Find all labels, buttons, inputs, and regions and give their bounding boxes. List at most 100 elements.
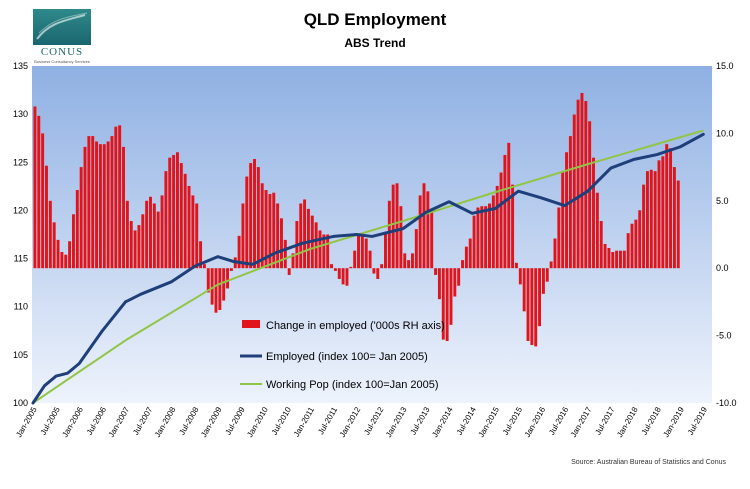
bar	[291, 253, 295, 269]
bar	[191, 195, 195, 269]
bar	[557, 207, 561, 269]
bar	[418, 195, 422, 269]
x-tick-label: Jul-2005	[39, 405, 62, 437]
bar	[653, 171, 657, 269]
logo-word: CONUS	[40, 46, 84, 58]
bar	[649, 169, 653, 269]
bar	[495, 185, 499, 269]
bar	[380, 264, 384, 269]
legend-label: Employed (index 100= Jan 2005)	[266, 351, 428, 363]
x-tick-label: Jan-2019	[661, 405, 686, 439]
bar	[407, 260, 411, 269]
bar	[48, 200, 52, 269]
bar	[276, 203, 280, 269]
bar	[515, 262, 518, 269]
bar	[52, 222, 56, 269]
bar	[122, 146, 125, 269]
bar	[372, 268, 376, 274]
bar	[60, 252, 64, 269]
bar	[152, 203, 156, 269]
bar	[314, 222, 318, 269]
bar	[137, 225, 141, 269]
bar	[530, 268, 534, 346]
bar	[472, 215, 476, 269]
bar	[306, 208, 310, 269]
bar	[333, 268, 337, 271]
bar	[299, 203, 303, 269]
bar	[118, 125, 122, 269]
bar	[395, 183, 399, 269]
bar	[75, 190, 79, 269]
bar	[541, 268, 545, 294]
bar	[645, 171, 649, 269]
bar-series	[33, 92, 680, 347]
left-tick-label: 125	[13, 157, 28, 167]
bar	[214, 268, 218, 313]
bar	[368, 250, 372, 269]
bar	[457, 268, 461, 286]
bar	[507, 142, 511, 269]
bar	[160, 195, 164, 269]
bar	[672, 167, 676, 269]
bar	[249, 163, 253, 269]
logo-graphic	[36, 12, 88, 40]
bar	[95, 141, 99, 269]
bar	[588, 121, 592, 269]
bar	[98, 144, 102, 269]
bar	[430, 210, 434, 269]
bar	[399, 206, 403, 269]
bar	[125, 200, 129, 269]
left-tick-label: 100	[13, 398, 28, 408]
bar	[341, 268, 345, 285]
bar	[445, 268, 449, 341]
bar	[106, 141, 110, 269]
conus-logo: CONUS Business Consultancy Services	[33, 9, 91, 64]
bar	[580, 92, 584, 269]
bar	[661, 156, 665, 269]
bar	[657, 160, 661, 269]
bar	[360, 233, 364, 269]
bar	[141, 214, 145, 269]
bar	[480, 206, 484, 269]
x-tick-label: Jul-2012	[362, 405, 385, 437]
bar	[622, 250, 626, 269]
bar	[526, 268, 530, 341]
left-tick-label: 105	[13, 350, 28, 360]
right-tick-label: 5.0	[716, 196, 729, 206]
bar	[83, 146, 87, 269]
right-tick-label: 15.0	[716, 61, 734, 71]
chart-title: QLD Employment	[303, 10, 447, 29]
bar	[322, 234, 326, 269]
bar	[303, 199, 307, 269]
bar	[584, 101, 588, 269]
bar	[256, 167, 260, 269]
bar	[187, 185, 191, 269]
x-tick-label: Jul-2013	[409, 405, 432, 437]
legend-label: Working Pop (index 100=Jan 2005)	[266, 379, 439, 391]
bar	[195, 203, 199, 269]
bar	[434, 268, 438, 275]
bar	[364, 238, 368, 269]
bar	[260, 183, 264, 269]
bar	[87, 136, 91, 269]
bar	[534, 268, 538, 347]
bar	[283, 239, 287, 269]
bar	[619, 250, 622, 269]
bar	[669, 148, 673, 269]
bar	[179, 163, 183, 269]
bar	[102, 144, 106, 269]
bar	[491, 195, 495, 269]
bar	[68, 241, 72, 269]
left-axis: 100 105 110 115 120 125 130 135	[13, 61, 28, 408]
x-tick-label: Jan-2017	[569, 405, 594, 439]
bar	[503, 154, 507, 269]
right-tick-label: 10.0	[716, 128, 734, 138]
bar	[511, 184, 515, 269]
bar	[210, 268, 214, 305]
bar	[164, 171, 168, 269]
left-tick-label: 130	[13, 109, 28, 119]
bar	[202, 264, 206, 269]
bar	[349, 266, 353, 269]
bar	[353, 250, 357, 269]
bar	[422, 183, 426, 269]
